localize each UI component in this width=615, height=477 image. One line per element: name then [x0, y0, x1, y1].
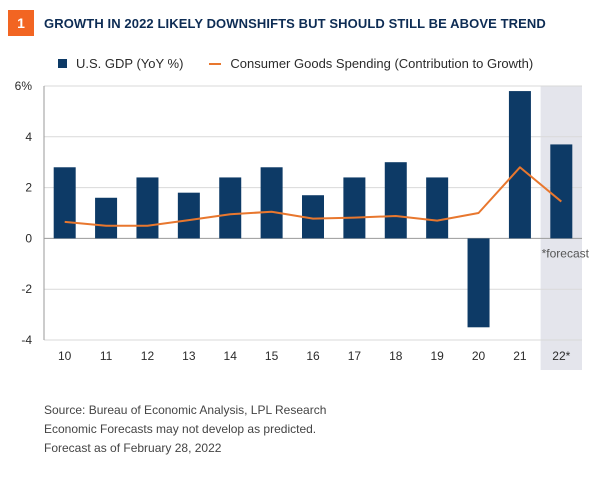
x-tick-label: 14 [224, 349, 238, 363]
y-tick-label: 2 [25, 181, 32, 195]
forecast-date-note: Forecast as of February 28, 2022 [44, 441, 222, 455]
chart-header: 1 GROWTH IN 2022 LIKELY DOWNSHIFTS BUT S… [8, 8, 546, 38]
x-tick-label: 21 [513, 349, 527, 363]
legend-item-consumer-goods: Consumer Goods Spending (Contribution to… [209, 56, 533, 71]
bar-gdp [136, 177, 159, 239]
y-tick-label: -4 [21, 333, 32, 347]
bar-gdp [177, 192, 200, 239]
y-tick-label: 0 [25, 231, 32, 245]
source-note: Source: Bureau of Economic Analysis, LPL… [44, 403, 327, 417]
x-tick-label: 11 [100, 349, 113, 363]
y-tick-label: -2 [21, 282, 32, 296]
legend-swatch-gdp [58, 59, 67, 68]
legend-swatch-consumer-goods [209, 62, 222, 65]
chart-footer: Source: Bureau of Economic Analysis, LPL… [44, 401, 326, 458]
bar-gdp [343, 177, 366, 239]
x-tick-label: 16 [306, 349, 320, 363]
x-tick-label: 10 [58, 349, 72, 363]
y-tick-label: 4 [25, 130, 32, 144]
chart-plot: 6%420-2-410 11 12 13 14 15 16 17 18 19 20 21 22**for… [15, 79, 590, 370]
legend-item-gdp: U.S. GDP (YoY %) [58, 56, 183, 71]
bar-gdp [426, 177, 449, 239]
x-tick-label: 22* [552, 349, 570, 363]
legend-label-gdp: U.S. GDP (YoY %) [76, 56, 184, 71]
figure-number-badge: 1 [8, 10, 34, 36]
x-tick-label: 20 [472, 349, 486, 363]
forecast-annotation: *forecast [542, 246, 590, 260]
bar-gdp [467, 238, 490, 328]
x-tick-label: 17 [348, 349, 362, 363]
chart-title: GROWTH IN 2022 LIKELY DOWNSHIFTS BUT SHO… [44, 15, 546, 31]
bar-gdp [302, 195, 324, 239]
bar-gdp [53, 167, 76, 239]
legend-label-consumer-goods: Consumer Goods Spending (Contribution to… [230, 56, 534, 71]
bar-gdp [550, 144, 573, 239]
bar-gdp [219, 177, 242, 239]
bar-gdp [384, 162, 407, 239]
x-tick-label: 13 [182, 349, 196, 363]
x-tick-label: 12 [141, 349, 155, 363]
bar-gdp [95, 197, 118, 239]
x-tick-label: 19 [430, 349, 444, 363]
y-tick-label: 6% [15, 79, 33, 93]
bar-gdp [260, 167, 283, 239]
disclaimer-note: Economic Forecasts may not develop as pr… [44, 422, 317, 436]
chart-legend: U.S. GDP (YoY %) Consumer Goods Spending… [58, 56, 559, 71]
x-tick-label: 15 [265, 349, 279, 363]
line-consumer-goods [64, 166, 562, 227]
bar-gdp [508, 91, 531, 239]
x-tick-label: 18 [389, 349, 403, 363]
